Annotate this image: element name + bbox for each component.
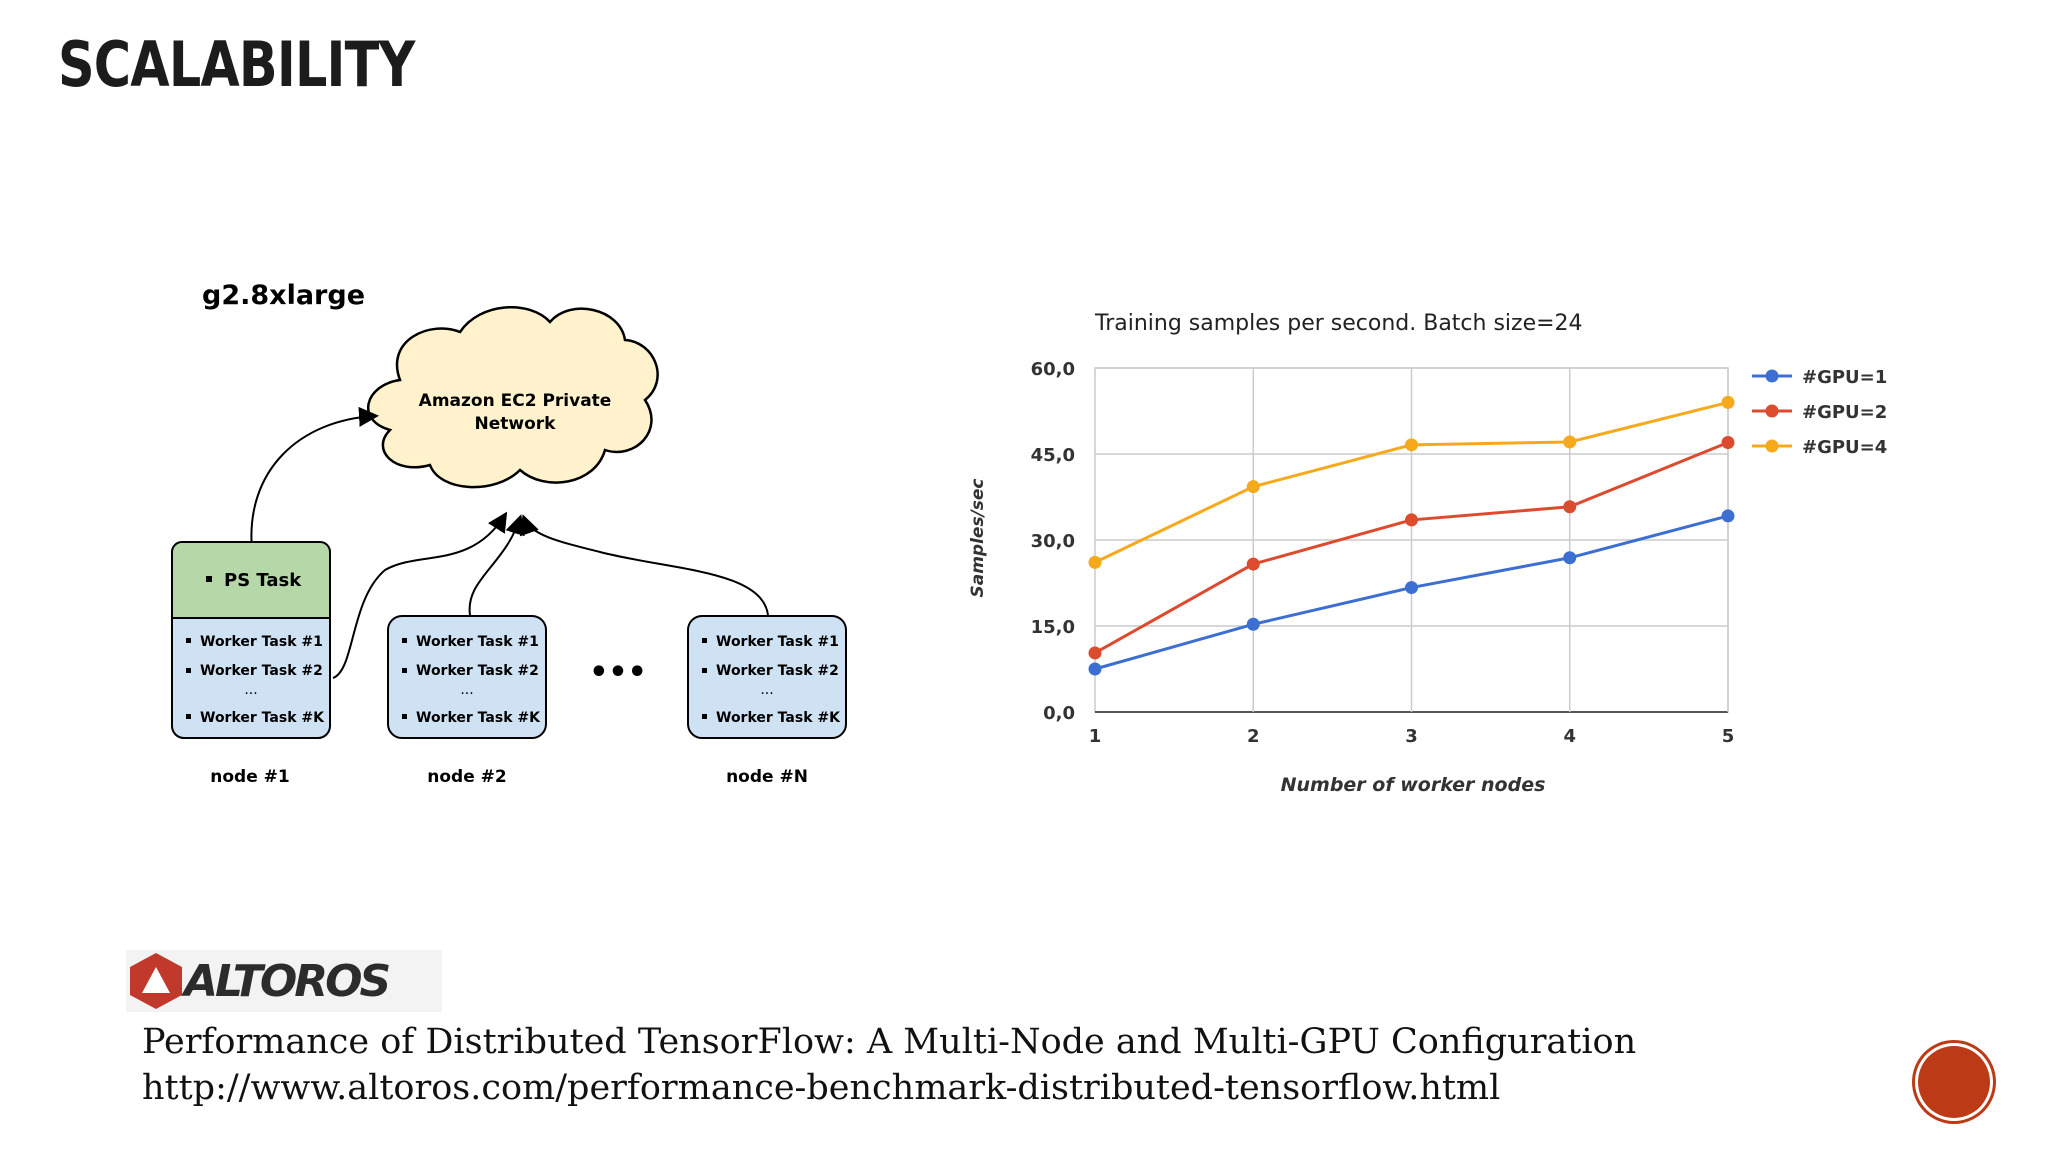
bullet-icon [402,714,407,719]
data-point [1563,500,1577,514]
data-point [1721,436,1735,450]
node1-workerK: Worker Task #K [200,710,325,726]
cloud-shape [367,306,659,489]
y-tick-label: 0,0 [1043,703,1075,724]
node-2-box [387,615,547,739]
y-tick-label: 30,0 [1031,531,1075,552]
slide-title: SCALABILITY [58,28,415,101]
node2-dots: ... [460,682,473,698]
legend-label: #GPU=2 [1802,402,1887,423]
node1-worker2: Worker Task #2 [200,663,323,679]
nodeN-worker1: Worker Task #1 [716,634,839,650]
node2-worker2: Worker Task #2 [416,663,539,679]
bullet-icon [402,668,407,673]
altoros-logo-icon [130,953,182,1009]
y-tick-label: 15,0 [1031,617,1075,638]
x-tick-label: 5 [1722,726,1735,747]
source-caption: Performance of Distributed TensorFlow: A… [142,1022,1637,1062]
y-tick-label: 45,0 [1031,445,1075,466]
cloud-label-line1: Amazon EC2 Private [419,391,612,411]
y-axis-label: Samples/sec [968,478,988,597]
source-url[interactable]: http://www.altoros.com/performance-bench… [142,1068,1501,1108]
bullet-icon [186,638,191,643]
data-point [1246,617,1260,631]
data-point [1563,435,1577,449]
x-tick-label: 1 [1089,726,1102,747]
data-point [1088,646,1102,660]
node1-dots: ... [244,682,257,698]
data-point [1405,581,1418,595]
nodeN-dots: ... [760,682,773,698]
data-point [1246,557,1260,571]
x-tick-label: 3 [1405,726,1418,747]
data-point [1721,509,1735,523]
node-n-box [687,615,847,739]
x-tick-label: 4 [1563,726,1576,747]
chart-title: Training samples per second. Batch size=… [1094,311,1583,336]
data-point [1563,551,1577,565]
architecture-diagram: g2.8xlarge Amazon EC2 Private Network PS… [171,280,847,787]
bullet-icon [402,638,407,643]
cloud-label-line2: Network [475,414,557,434]
line-chart: Training samples per second. Batch size=… [968,311,1887,796]
nodeN-worker2: Worker Task #2 [716,663,839,679]
data-point [1088,555,1102,569]
nodes-ellipsis: ••• [589,655,647,690]
node-2-label: node #2 [427,767,506,787]
data-point [1405,438,1418,452]
arrow-nodeN-to-cloud [519,514,769,616]
legend-label: #GPU=1 [1802,367,1887,388]
bullet-icon [702,714,707,719]
data-point [1405,513,1418,527]
node2-worker1: Worker Task #1 [416,634,539,650]
slide-corner-decoration [1918,1046,1990,1118]
nodeN-workerK: Worker Task #K [716,710,841,726]
node1-worker1: Worker Task #1 [200,634,323,650]
arrow-node1-to-cloud [332,511,508,679]
data-point [1088,662,1102,676]
y-tick-label: 60,0 [1031,359,1075,380]
node2-workerK: Worker Task #K [416,710,541,726]
arrow-node2-to-cloud [468,514,525,616]
node-1-label: node #1 [210,767,289,787]
arrow-ps-to-cloud [250,406,379,551]
node-n-label: node #N [726,767,808,787]
instance-label: g2.8xlarge [202,280,365,311]
altoros-logo: ALTOROS [126,950,442,1012]
logo-text: ALTOROS [184,956,391,1007]
x-tick-label: 2 [1247,726,1260,747]
legend-label: #GPU=4 [1802,437,1887,458]
bullet-icon [186,668,191,673]
legend-marker [1765,439,1779,453]
bullet-icon [186,714,191,719]
legend-marker [1765,369,1779,383]
data-point [1246,480,1260,494]
x-axis-label: Number of worker nodes [1281,774,1546,796]
bullet-icon [702,638,707,643]
ps-task-label: PS Task [224,570,302,591]
node-1-box [171,541,331,739]
legend-marker [1765,404,1779,418]
data-point [1721,395,1735,409]
bullet-icon [702,668,707,673]
bullet-icon [206,576,212,582]
